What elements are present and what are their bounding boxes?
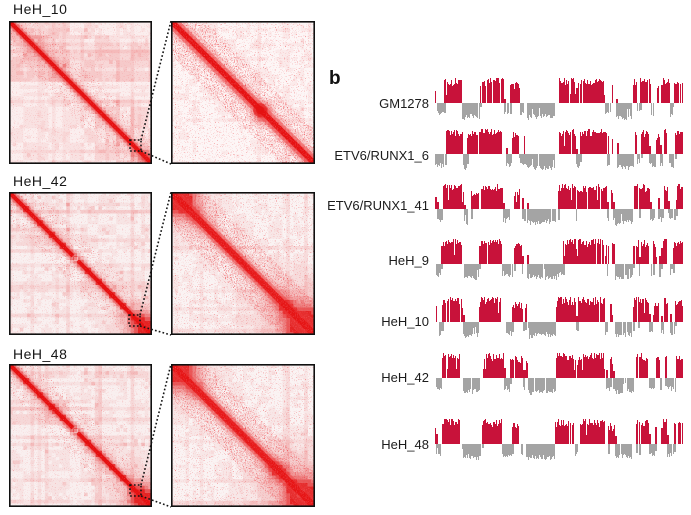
svg-text:HeH_9: HeH_9 [389,253,429,268]
svg-text:HeH_48: HeH_48 [13,346,67,362]
svg-text:HeH_10: HeH_10 [381,314,429,329]
svg-text:ETV6/RUNX1_41: ETV6/RUNX1_41 [327,198,429,213]
svg-text:HeH_42: HeH_42 [381,370,429,385]
svg-text:HeH_42: HeH_42 [13,173,67,189]
svg-text:b: b [329,68,341,89]
svg-text:GM1278: GM1278 [379,96,429,111]
svg-text:ETV6/RUNX1_6: ETV6/RUNX1_6 [334,148,429,163]
svg-text:HeH_10: HeH_10 [13,1,67,17]
svg-text:HeH_48: HeH_48 [381,437,429,452]
